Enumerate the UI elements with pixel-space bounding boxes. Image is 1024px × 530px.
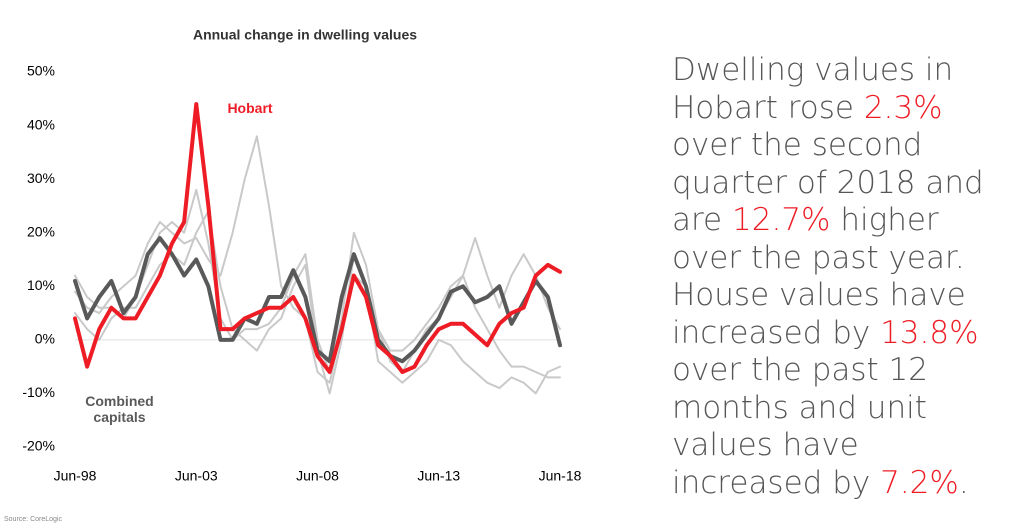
x-tick-label: Jun-18 [539,468,582,484]
chart: Annual change in dwelling values -20% -10… [22,27,582,484]
x-tick-label: Jun-13 [417,468,460,484]
text: over the past 12 months and unit values … [672,352,928,501]
x-tick-label: Jun-98 [54,468,97,484]
text: Dwelling values in Hobart rose [672,52,954,126]
text: over the second quarter of 2018 and are [672,127,984,238]
series-line [73,102,562,374]
y-tick-label: 50% [27,63,55,79]
highlight: 7.2% [880,464,959,501]
highlight: 13.8% [880,314,979,351]
chart-title: Annual change in dwelling values [193,27,417,43]
series-line [74,210,561,395]
series-label: Combined capitals [85,393,154,425]
commentary: Dwelling values in Hobart rose 2.3% over… [672,52,1017,502]
x-tick-label: Jun-08 [296,468,339,484]
text: higher over the past year. House values … [672,202,966,351]
y-tick-label: 40% [27,116,55,132]
x-tick-label: Jun-03 [175,468,218,484]
y-tick-label: 0% [35,331,55,347]
series-line [74,135,561,384]
text: . [958,464,969,501]
y-tick-label: 10% [27,277,55,293]
series-label: Hobart [227,100,273,116]
highlight: 2.3% [863,89,943,126]
y-tick-label: -20% [22,438,55,454]
highlight: 12.7% [732,202,831,238]
y-tick-label: 20% [27,223,55,239]
y-tick-label: -10% [22,384,55,400]
y-tick-label: 30% [27,170,55,186]
source: Source: CoreLogic [4,516,62,523]
